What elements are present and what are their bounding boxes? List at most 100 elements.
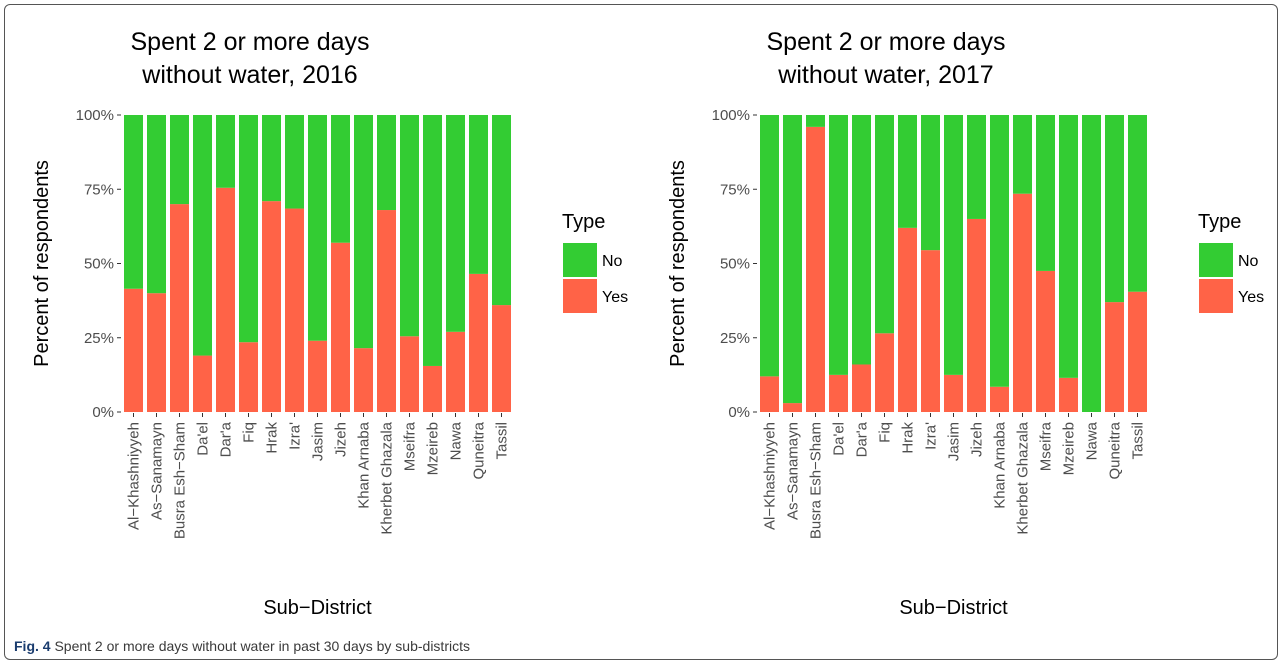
x-tick-label: Hrak: [264, 422, 281, 454]
bar-no: [446, 115, 465, 332]
chart-title-line-2: without water, 2017: [777, 61, 993, 89]
x-tick-label: Busra Esh−Sham: [808, 422, 825, 539]
bar-yes: [147, 293, 166, 412]
bar-no: [331, 115, 350, 243]
bar-yes: [193, 355, 212, 412]
x-tick-label: As−Sanamayn: [149, 422, 166, 520]
bar-no: [193, 115, 212, 356]
chart-2017: Spent 2 or more days without water, 2017 P…: [667, 28, 1264, 619]
bar-yes: [990, 386, 1009, 412]
bar-yes: [285, 208, 304, 412]
bar-yes: [1105, 302, 1124, 412]
x-tick-label: Quneitra: [1107, 421, 1124, 479]
bar-no: [1059, 115, 1078, 378]
bar-yes: [1036, 270, 1055, 412]
bar-yes: [469, 273, 488, 412]
bar-yes: [331, 242, 350, 412]
bar-no: [147, 115, 166, 294]
bar-no: [170, 115, 189, 205]
x-tick-label: Hrak: [900, 422, 917, 454]
legend-label-yes: Yes: [602, 289, 628, 306]
x-tick-label: Busra Esh−Sham: [172, 422, 189, 539]
y-tick-label: 25%: [84, 330, 114, 347]
bar-no: [967, 115, 986, 219]
bar-no: [239, 115, 258, 343]
bar-yes: [170, 204, 189, 412]
bar-no: [783, 115, 802, 404]
x-tick-label: Khan Arnaba: [356, 421, 373, 508]
x-tick-label: Mseifra: [402, 421, 419, 471]
bar-yes: [446, 331, 465, 412]
bar-yes: [308, 340, 327, 412]
figure-caption: Fig. 4 Spent 2 or more days without wate…: [14, 638, 470, 654]
bar-no: [898, 115, 917, 228]
bar-no: [806, 115, 825, 127]
x-tick-label: Mzeireb: [425, 422, 442, 475]
legend-key-yes: [1199, 279, 1233, 313]
bar-yes: [492, 305, 511, 412]
legend-label-no: No: [602, 253, 623, 270]
bar-no: [1036, 115, 1055, 271]
bar-no: [1128, 115, 1147, 292]
x-tick-label: Kherbet Ghazala: [379, 421, 396, 534]
bar-no: [308, 115, 327, 341]
bar-yes: [1128, 291, 1147, 412]
y-tick-label: 75%: [84, 181, 114, 198]
bar-no: [124, 115, 143, 289]
x-tick-label: Quneitra: [471, 421, 488, 479]
bar-yes: [262, 201, 281, 412]
y-tick-label: 0%: [92, 404, 114, 421]
bar-yes: [1013, 193, 1032, 412]
bar-no: [1105, 115, 1124, 303]
bar-yes: [377, 210, 396, 412]
y-axis-label: Percent of respondents: [31, 160, 53, 367]
caption-label: Fig. 4: [14, 638, 51, 654]
x-tick-label: Nawa: [448, 421, 465, 460]
y-tick-label: 25%: [720, 330, 750, 347]
x-tick-label: Al−Khashniyyeh: [762, 422, 779, 530]
bar-no: [423, 115, 442, 366]
x-tick-label: Jasim: [310, 422, 327, 461]
x-tick-label: Tassil: [494, 422, 511, 460]
x-axis-label: Sub−District: [263, 597, 372, 619]
x-tick-label: Fiq: [877, 422, 894, 443]
x-tick-label: Da'el: [831, 422, 848, 456]
x-tick-label: Dar'a: [218, 421, 235, 457]
x-tick-label: As−Sanamayn: [785, 422, 802, 520]
bar-no: [469, 115, 488, 274]
bar-yes: [944, 374, 963, 412]
x-tick-label: Tassil: [1130, 422, 1147, 460]
bar-no: [944, 115, 963, 375]
bar-yes: [806, 126, 825, 412]
legend-key-yes: [563, 279, 597, 313]
chart-title-line-2: without water, 2016: [141, 61, 357, 89]
y-tick-label: 100%: [76, 107, 114, 124]
x-tick-label: Kherbet Ghazala: [1015, 421, 1032, 534]
bar-no: [400, 115, 419, 337]
bar-yes: [898, 227, 917, 412]
bar-yes: [354, 348, 373, 412]
x-tick-label: Khan Arnaba: [992, 421, 1009, 508]
chart-title-line-1: Spent 2 or more days: [766, 28, 1005, 56]
bar-no: [285, 115, 304, 209]
bar-no: [921, 115, 940, 251]
x-tick-label: Jizeh: [333, 422, 350, 457]
bar-no: [492, 115, 511, 306]
bar-no: [990, 115, 1009, 387]
bar-yes: [124, 288, 143, 412]
legend-key-no: [563, 243, 597, 277]
x-tick-label: Mseifra: [1038, 421, 1055, 471]
x-tick-label: Dar'a: [854, 421, 871, 457]
bar-no: [1082, 115, 1101, 412]
legend-label-yes: Yes: [1238, 289, 1264, 306]
legend-key-no: [1199, 243, 1233, 277]
bar-yes: [875, 333, 894, 412]
bar-yes: [216, 187, 235, 412]
legend-title: Type: [1198, 211, 1241, 233]
x-tick-label: Al−Khashniyyeh: [126, 422, 143, 530]
bar-yes: [239, 342, 258, 412]
x-tick-label: Izra': [923, 422, 940, 450]
bar-yes: [921, 250, 940, 412]
y-tick-label: 50%: [84, 256, 114, 273]
bar-yes: [829, 374, 848, 412]
